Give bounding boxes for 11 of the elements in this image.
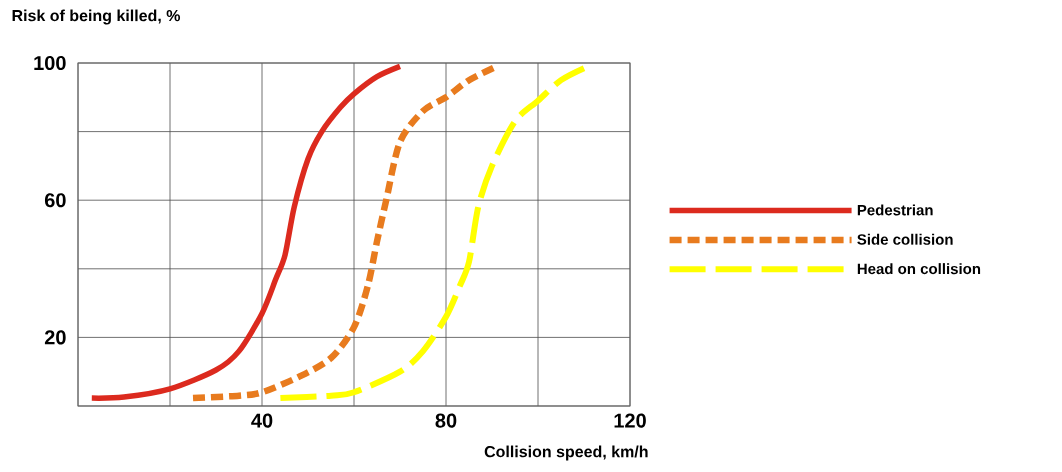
y-tick-label: 20 (44, 330, 66, 345)
x-tick-label: 80 (435, 413, 457, 428)
x-tick-label: 40 (251, 413, 273, 428)
text: Pedestrian (857, 204, 933, 216)
x-axis-title: Collision speed, km/h (484, 445, 648, 461)
x-tick-label: 120 (614, 413, 646, 428)
text: Head on collision (857, 263, 981, 275)
y-tick-label: 60 (44, 193, 66, 208)
text: Side collision (857, 233, 953, 245)
chart-title: Risk of being killed, % (12, 9, 181, 25)
y-tick-label: 100 (34, 55, 66, 71)
